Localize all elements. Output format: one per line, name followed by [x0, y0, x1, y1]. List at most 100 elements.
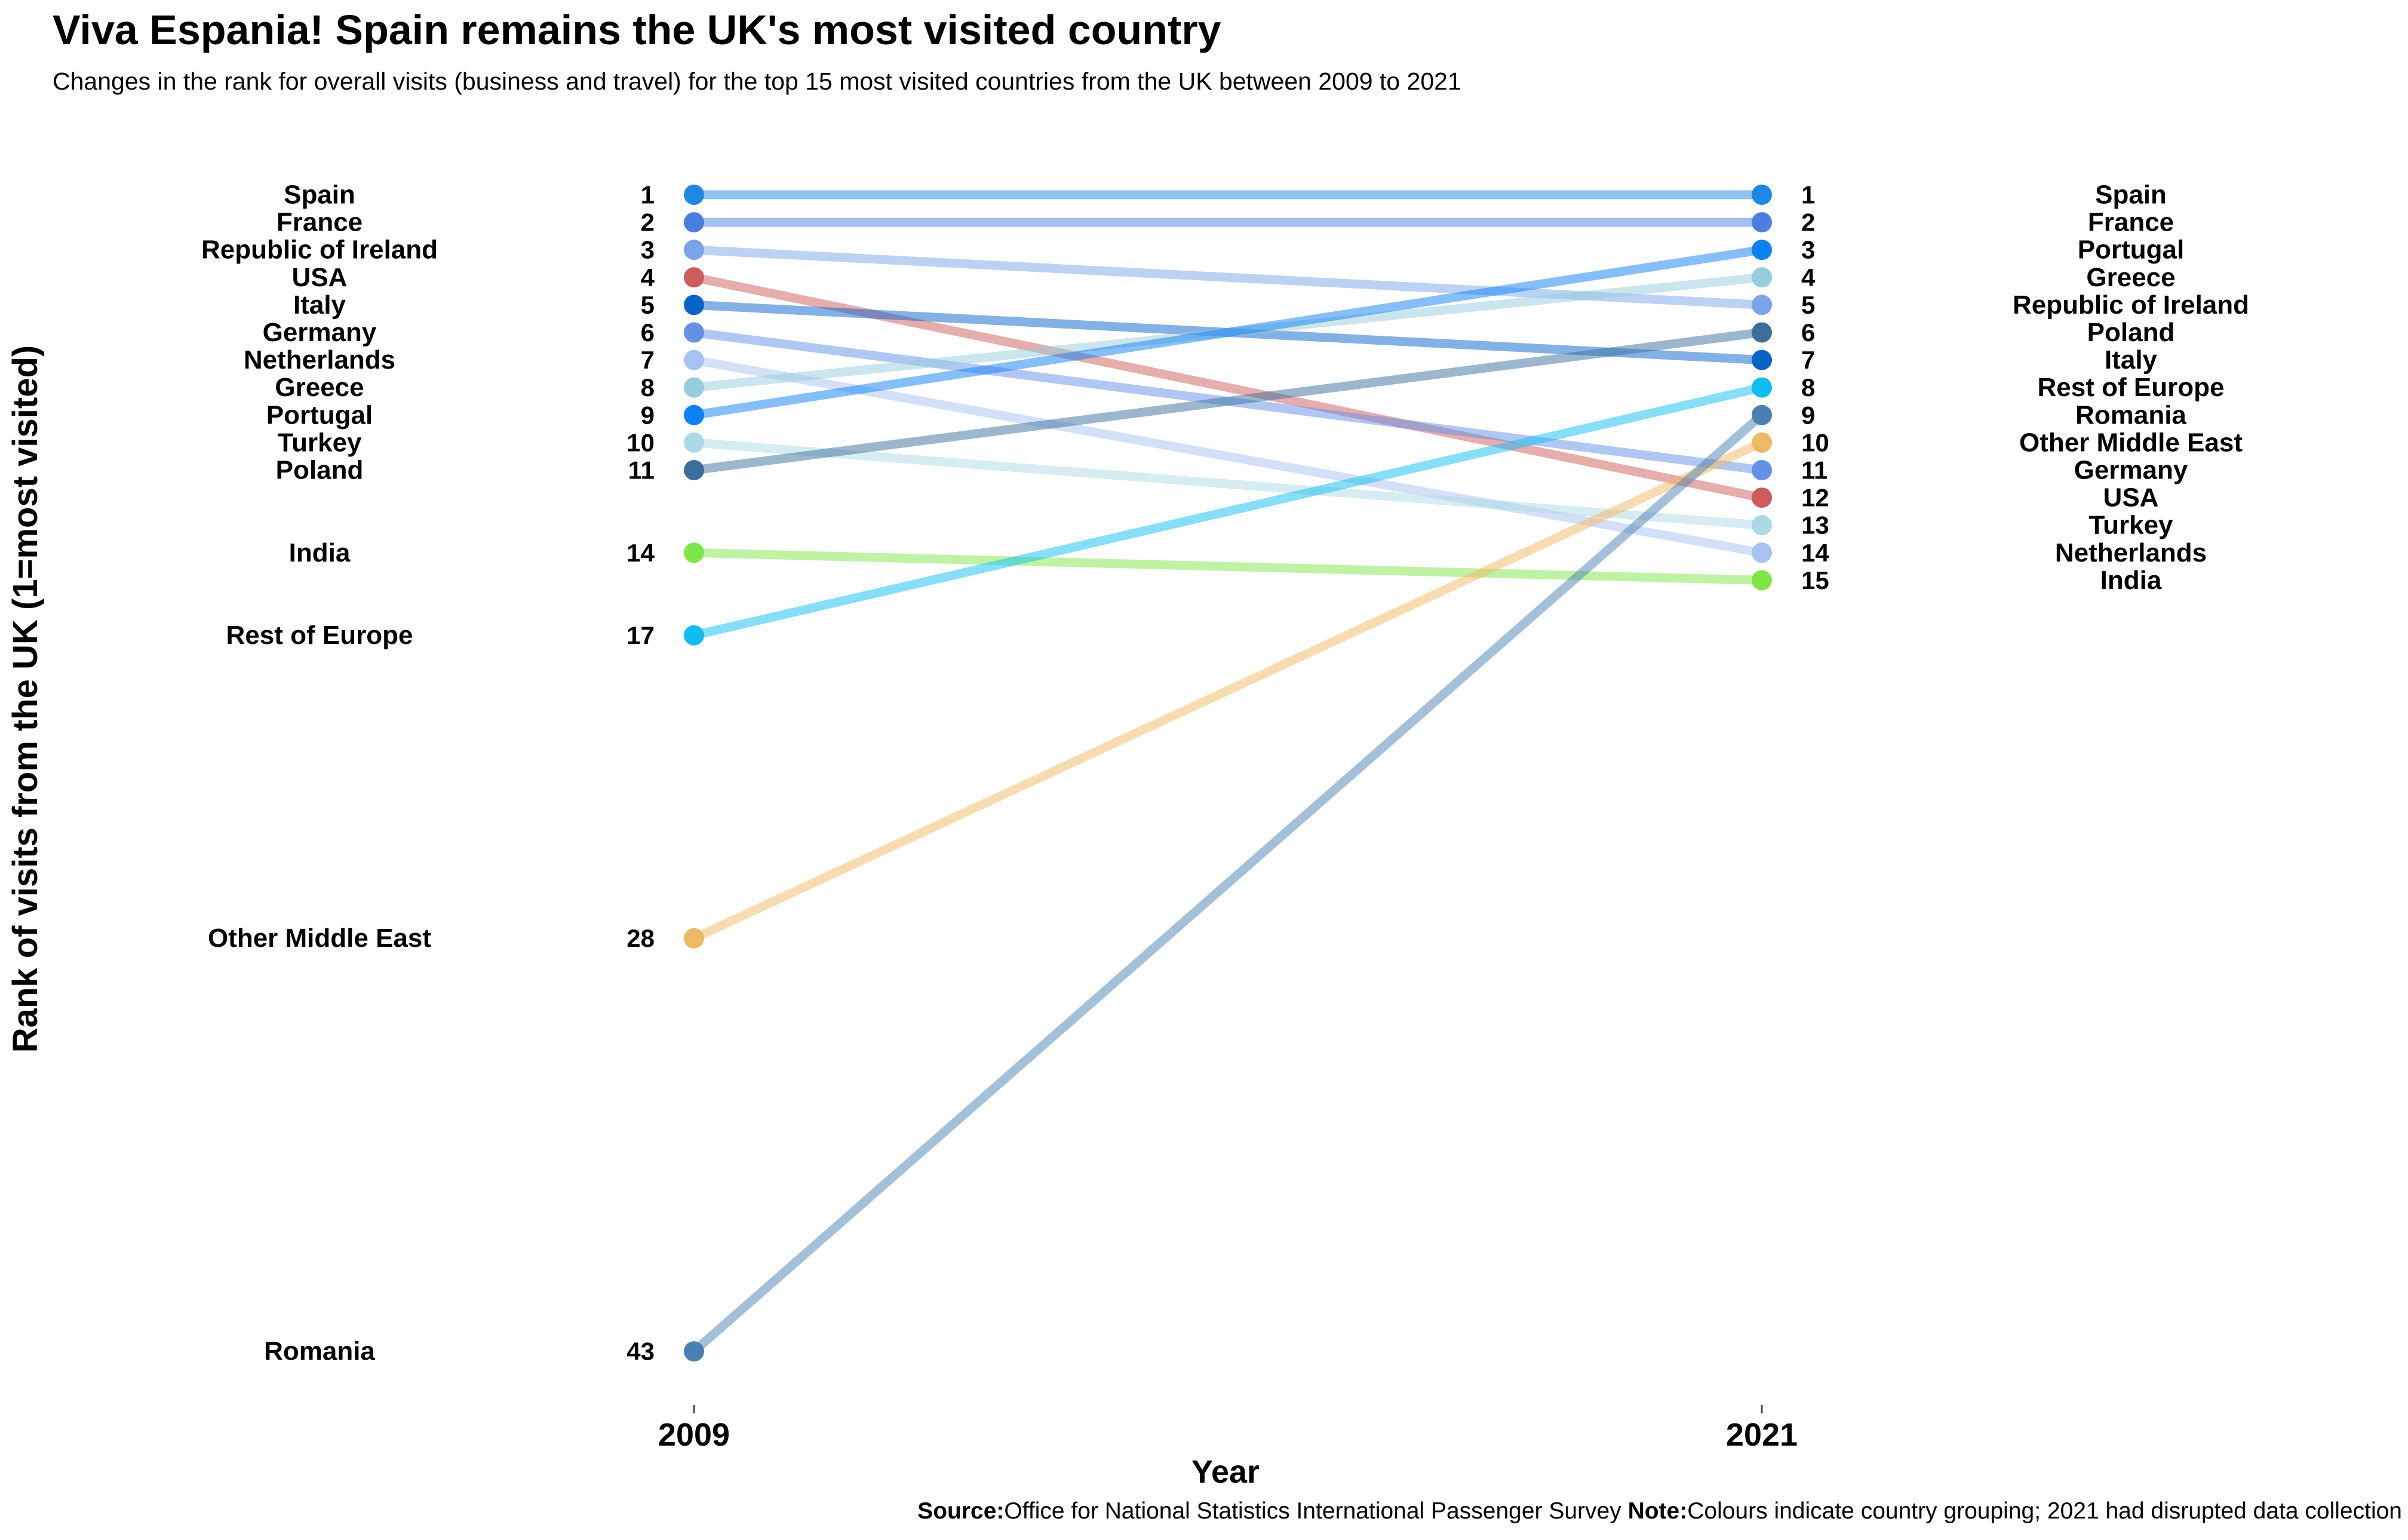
note-text: Colours indicate country grouping; 2021 …: [1687, 1498, 2402, 1524]
value-right-usa: 12: [1801, 484, 1829, 512]
point-france-2009: [684, 212, 704, 233]
series-line-romania: [691, 412, 1765, 1355]
value-right-india: 15: [1801, 566, 1829, 594]
label-left-usa: USA: [292, 263, 348, 292]
point-usa-2009: [684, 267, 704, 288]
series-line-rest-of-europe: [693, 383, 1763, 640]
point-republic-of-ireland-2021: [1752, 294, 1772, 315]
point-italy-2009: [684, 294, 704, 315]
value-right-spain: 1: [1801, 181, 1815, 209]
source-text: Office for National Statistics Internati…: [1004, 1498, 1628, 1524]
label-left-greece: Greece: [275, 373, 364, 402]
point-republic-of-ireland-2009: [684, 240, 704, 260]
point-rest-of-europe-2021: [1752, 377, 1772, 398]
label-right-rest-of-europe: Rest of Europe: [2038, 373, 2225, 402]
point-netherlands-2009: [684, 349, 704, 370]
point-germany-2009: [684, 322, 704, 343]
series-line-turkey: [693, 438, 1762, 530]
value-right-other-middle-east: 10: [1801, 428, 1829, 456]
label-left-spain: Spain: [284, 180, 355, 210]
y-axis-title: Rank of visits from the UK (1=most visit…: [6, 345, 45, 1053]
value-right-republic-of-ireland: 5: [1801, 291, 1815, 319]
value-right-france: 2: [1801, 208, 1815, 237]
x-axis-title: Year: [1191, 1454, 1260, 1490]
label-right-france: France: [2088, 208, 2174, 237]
label-right-other-middle-east: Other Middle East: [2019, 428, 2243, 457]
series-line-portugal: [693, 245, 1763, 420]
source-label: Source:: [917, 1498, 1005, 1524]
point-rest-of-europe-2009: [684, 625, 704, 646]
point-greece-2009: [684, 377, 704, 398]
value-left-netherlands: 7: [641, 346, 655, 374]
point-italy-2021: [1752, 349, 1772, 370]
chart-title: Viva Espania! Spain remains the UK's mos…: [53, 7, 1221, 53]
label-left-germany: Germany: [263, 318, 377, 347]
value-left-portugal: 9: [641, 401, 655, 429]
value-left-other-middle-east: 28: [626, 924, 655, 952]
label-right-usa: USA: [2103, 483, 2159, 513]
point-india-2021: [1752, 570, 1772, 591]
label-left-france: France: [277, 208, 363, 237]
point-greece-2021: [1752, 267, 1772, 288]
label-right-republic-of-ireland: Republic of Ireland: [2013, 290, 2249, 320]
value-left-greece: 8: [641, 373, 655, 401]
label-left-republic-of-ireland: Republic of Ireland: [201, 235, 438, 265]
value-left-india: 14: [626, 539, 655, 567]
value-left-usa: 4: [641, 263, 655, 292]
point-france-2021: [1752, 212, 1772, 233]
point-usa-2021: [1752, 487, 1772, 508]
label-left-india: India: [289, 538, 351, 567]
value-left-spain: 1: [641, 181, 655, 209]
label-right-germany: Germany: [2074, 456, 2188, 485]
label-left-turkey: Turkey: [277, 428, 362, 457]
value-left-france: 2: [641, 208, 655, 237]
label-left-romania: Romania: [264, 1337, 375, 1366]
series-points: [684, 185, 1772, 1362]
value-left-romania: 43: [626, 1337, 655, 1366]
value-right-netherlands: 14: [1801, 539, 1829, 567]
x-tick-label-2021: 2021: [1726, 1417, 1798, 1453]
value-left-republic-of-ireland: 3: [641, 236, 655, 264]
label-left-portugal: Portugal: [266, 400, 373, 430]
point-turkey-2009: [684, 432, 704, 453]
value-left-poland: 11: [628, 456, 655, 484]
chart-caption: Source:Office for National Statistics In…: [917, 1498, 2402, 1524]
label-left-rest-of-europe: Rest of Europe: [226, 621, 413, 650]
point-poland-2021: [1752, 322, 1772, 343]
series-lines: [691, 190, 1765, 1355]
note-label: Note:: [1627, 1498, 1688, 1524]
label-right-turkey: Turkey: [2088, 511, 2173, 540]
point-netherlands-2021: [1752, 542, 1772, 563]
x-tick-label-2009: 2009: [658, 1417, 730, 1453]
value-right-greece: 4: [1801, 263, 1816, 292]
point-spain-2009: [684, 185, 704, 205]
value-left-germany: 6: [641, 318, 655, 346]
value-right-romania: 9: [1801, 401, 1815, 429]
value-right-germany: 11: [1801, 456, 1828, 484]
value-right-italy: 7: [1801, 346, 1815, 374]
series-line-poland: [693, 328, 1762, 475]
value-left-rest-of-europe: 17: [626, 621, 655, 649]
point-portugal-2021: [1752, 240, 1772, 260]
label-right-india: India: [2100, 566, 2162, 595]
value-right-poland: 6: [1801, 318, 1815, 346]
value-left-italy: 5: [641, 291, 655, 319]
point-poland-2009: [684, 460, 704, 480]
label-right-romania: Romania: [2075, 400, 2186, 430]
label-right-netherlands: Netherlands: [2055, 538, 2207, 567]
point-turkey-2021: [1752, 515, 1772, 536]
chart-subtitle: Changes in the rank for overall visits (…: [53, 68, 1461, 95]
value-right-rest-of-europe: 8: [1801, 373, 1815, 401]
label-right-italy: Italy: [2105, 345, 2158, 375]
label-right-spain: Spain: [2095, 180, 2167, 210]
label-left-netherlands: Netherlands: [244, 345, 395, 375]
point-spain-2021: [1752, 185, 1772, 205]
point-other-middle-east-2009: [684, 928, 704, 949]
point-germany-2021: [1752, 460, 1772, 480]
point-romania-2021: [1752, 404, 1772, 425]
value-right-turkey: 13: [1801, 511, 1829, 539]
label-right-greece: Greece: [2086, 263, 2175, 292]
value-right-portugal: 3: [1801, 236, 1815, 264]
